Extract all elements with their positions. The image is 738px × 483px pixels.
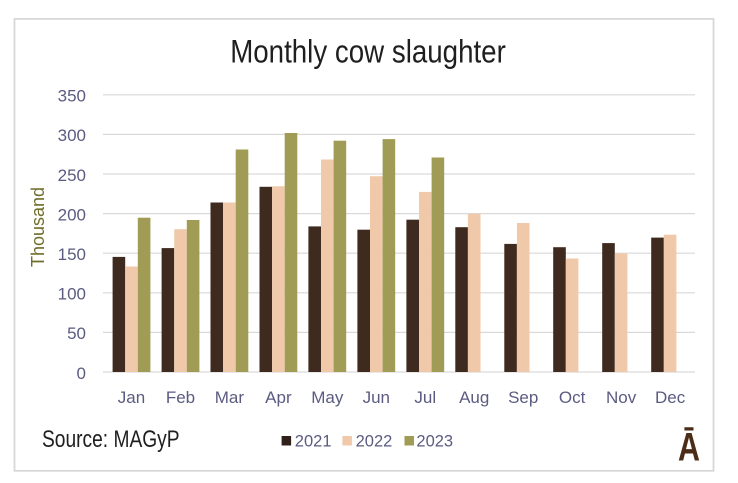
svg-text:50: 50	[67, 324, 86, 343]
svg-text:100: 100	[58, 285, 86, 304]
svg-text:2021: 2021	[295, 432, 332, 450]
svg-text:Ā: Ā	[678, 424, 700, 469]
svg-text:2023: 2023	[416, 432, 453, 450]
svg-text:Jul: Jul	[414, 388, 436, 407]
svg-text:Monthly cow slaughter: Monthly cow slaughter	[230, 35, 506, 70]
svg-text:Nov: Nov	[606, 388, 637, 407]
svg-text:Jan: Jan	[118, 388, 145, 407]
svg-text:Feb: Feb	[166, 388, 195, 407]
svg-text:Jun: Jun	[363, 388, 390, 407]
svg-text:May: May	[311, 388, 344, 407]
svg-text:Sep: Sep	[508, 388, 538, 407]
svg-text:150: 150	[58, 245, 86, 264]
svg-text:Apr: Apr	[265, 388, 292, 407]
svg-text:350: 350	[58, 87, 86, 106]
svg-text:Aug: Aug	[459, 388, 489, 407]
svg-text:Source: MAGyP: Source: MAGyP	[42, 425, 180, 453]
svg-text:200: 200	[58, 205, 86, 224]
svg-text:Mar: Mar	[215, 388, 245, 407]
svg-text:300: 300	[58, 126, 86, 145]
svg-text:Oct: Oct	[559, 388, 586, 407]
svg-text:0: 0	[77, 364, 86, 383]
svg-text:Dec: Dec	[655, 388, 686, 407]
svg-text:2022: 2022	[356, 432, 393, 450]
svg-text:Thousand: Thousand	[28, 187, 48, 267]
svg-text:250: 250	[58, 166, 86, 185]
